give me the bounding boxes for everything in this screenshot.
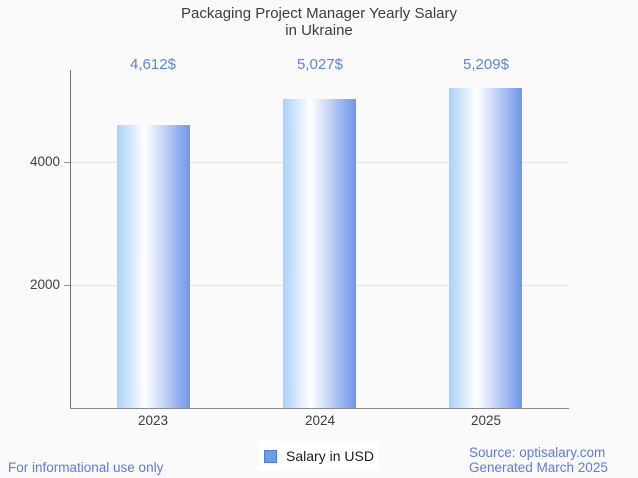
value-label-2024: 5,027$ (297, 56, 343, 73)
legend-label: Salary in USD (286, 448, 374, 464)
x-axis-label-2025: 2025 (470, 413, 502, 428)
disclaimer-text: For informational use only (8, 460, 164, 475)
source-text: Source: optisalary.com (469, 445, 606, 460)
bar-2025 (449, 88, 522, 408)
value-label-2023: 4,612$ (130, 56, 176, 73)
generated-text: Generated March 2025 (469, 460, 608, 475)
bar-2023 (117, 125, 190, 408)
x-axis-label-2023: 2023 (137, 413, 169, 428)
source-block: Source: optisalary.com Generated March 2… (469, 445, 608, 475)
y-tick-4000 (64, 162, 70, 163)
chart-title: Packaging Project Manager Yearly Salary … (0, 5, 638, 39)
x-axis-line (70, 408, 569, 409)
y-tick-2000 (64, 285, 70, 286)
y-tick-label-2000: 2000 (29, 277, 60, 292)
bar-2024 (283, 99, 356, 408)
x-axis-label-2024: 2024 (304, 413, 336, 428)
y-tick-label-4000: 4000 (29, 154, 60, 169)
chart-title-line1: Packaging Project Manager Yearly Salary (181, 5, 457, 22)
legend-swatch-icon (264, 449, 278, 463)
legend: Salary in USD (259, 441, 379, 471)
y-axis-line (70, 70, 71, 408)
chart-title-line2: in Ukraine (285, 22, 353, 39)
value-label-2025: 5,209$ (463, 56, 509, 73)
